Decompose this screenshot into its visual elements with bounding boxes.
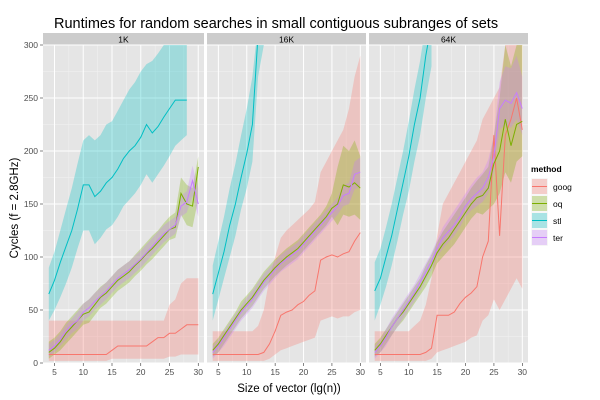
legend-label-stl: stl (553, 216, 562, 226)
y-tick-label: 250 (24, 93, 38, 103)
series-line-oq (48, 166, 199, 353)
panel-content (48, 45, 199, 361)
series-line-stl (374, 45, 429, 292)
x-tick-label: 25 (165, 367, 175, 377)
x-tick-label: 5 (216, 367, 221, 377)
legend-label-goog: goog (553, 182, 572, 192)
ribbon-oq (48, 156, 199, 359)
ribbon-stl (212, 45, 264, 321)
panel-16K: 16K 5 10 15 20 25 30 (207, 33, 366, 377)
x-tick-label: 10 (79, 367, 89, 377)
x-tick-label: 5 (52, 367, 57, 377)
x-axis-label: Size of vector (lg(n)) (237, 383, 341, 395)
legend-title: method (531, 164, 562, 174)
y-tick-label: 0 (33, 358, 38, 368)
series-line-goog (374, 97, 523, 355)
series-line-ter (212, 171, 361, 353)
series-line-stl (212, 45, 258, 295)
x-tick-label: 30 (356, 367, 366, 377)
x-tick-label: 15 (432, 367, 442, 377)
x-tick-label: 10 (404, 367, 414, 377)
legend: method goog oq stl ter (530, 164, 572, 247)
chart-title: Runtimes for random searches in small co… (54, 16, 498, 32)
ribbon-goog (48, 278, 199, 361)
facet-strip (207, 33, 366, 45)
x-tick-label: 20 (136, 367, 146, 377)
ribbon-ter (374, 55, 523, 359)
y-axis: 0 50 100 150 200 250 300 (24, 40, 43, 368)
series-line-oq (212, 182, 361, 351)
ribbon-ter (48, 165, 199, 357)
y-tick-label: 50 (29, 305, 39, 315)
legend-label-ter: ter (553, 233, 563, 243)
ribbon-goog (374, 45, 523, 361)
x-tick-label: 20 (461, 367, 471, 377)
panel-content (374, 45, 523, 361)
ribbon-oq (374, 45, 523, 357)
panel-content (212, 45, 361, 361)
facet-label: 64K (441, 35, 456, 45)
ribbon-stl (48, 45, 187, 321)
facet-label: 1K (118, 35, 129, 45)
series-line-goog (212, 232, 361, 355)
panel-1K: 1K 5 10 15 20 25 30 (43, 33, 204, 377)
y-tick-label: 150 (24, 199, 38, 209)
x-tick-label: 20 (299, 367, 309, 377)
x-tick-label: 5 (378, 367, 383, 377)
y-tick-label: 100 (24, 252, 38, 262)
y-tick-label: 200 (24, 146, 38, 156)
x-tick-label: 30 (194, 367, 204, 377)
facet-strip (369, 33, 528, 45)
x-tick-label: 25 (489, 367, 499, 377)
facet-label: 16K (279, 35, 294, 45)
x-tick-label: 15 (107, 367, 117, 377)
series-line-goog (48, 324, 199, 355)
panels: 1K 5 10 15 20 25 30 16K 5 10 15 20 25 30 64K 5 10 15 20 25 3… (43, 33, 528, 377)
facet-strip (43, 33, 204, 45)
series-line-ter (374, 91, 523, 353)
legend-label-oq: oq (553, 199, 563, 209)
x-tick-label: 30 (518, 367, 528, 377)
x-tick-label: 15 (270, 367, 280, 377)
series-line-stl (48, 99, 187, 295)
x-tick-label: 10 (242, 367, 252, 377)
ribbon-ter (212, 157, 361, 359)
x-tick-label: 25 (327, 367, 337, 377)
series-line-ter (48, 178, 199, 351)
y-tick-label: 300 (24, 40, 38, 50)
y-axis-label: Cycles (f = 2.8GHz) (9, 158, 21, 259)
panel-64K: 64K 5 10 15 20 25 30 (369, 33, 528, 377)
ribbon-goog (212, 55, 361, 361)
